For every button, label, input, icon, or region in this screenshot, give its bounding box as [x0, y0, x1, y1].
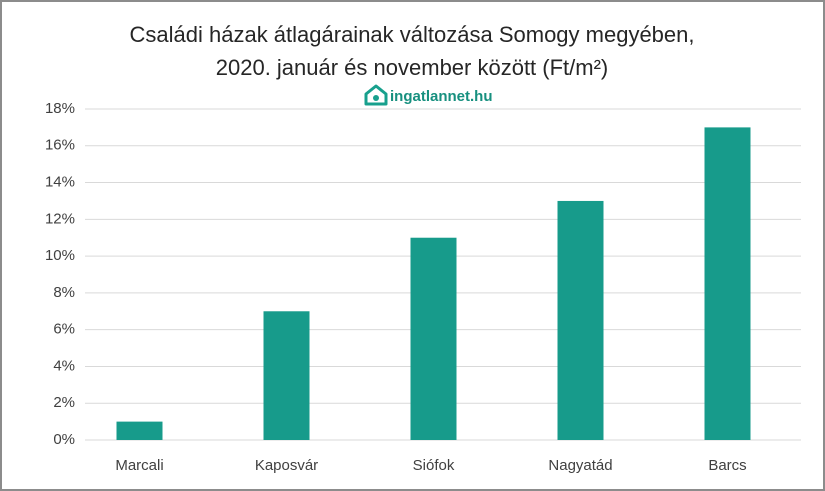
x-tick-label: Marcali: [115, 457, 163, 474]
y-tick-label: 0%: [53, 431, 75, 448]
y-tick-label: 14%: [45, 174, 75, 191]
chart-title: Családi házak átlagárainak változása Som…: [130, 22, 695, 47]
bar: [410, 237, 457, 440]
y-tick-label: 16%: [45, 137, 75, 154]
y-tick-label: 6%: [53, 321, 75, 338]
y-tick-label: 18%: [45, 100, 75, 117]
x-tick-label: Kaposvár: [255, 457, 318, 474]
x-tick-label: Siófok: [413, 457, 455, 474]
bar: [116, 421, 163, 440]
y-tick-label: 12%: [45, 210, 75, 227]
y-tick-label: 2%: [53, 394, 75, 411]
logo-icon: [364, 84, 388, 106]
bar: [557, 200, 604, 440]
y-tick-label: 8%: [53, 284, 75, 301]
bar: [704, 127, 751, 440]
chart-title: 2020. január és november között (Ft/m²): [216, 55, 609, 80]
x-tick-label: Barcs: [708, 457, 746, 474]
y-tick-label: 4%: [53, 357, 75, 374]
x-tick-label: Nagyatád: [548, 457, 612, 474]
y-tick-label: 10%: [45, 247, 75, 264]
bar: [263, 311, 310, 440]
logo-text: ingatlannet.hu: [390, 88, 493, 105]
